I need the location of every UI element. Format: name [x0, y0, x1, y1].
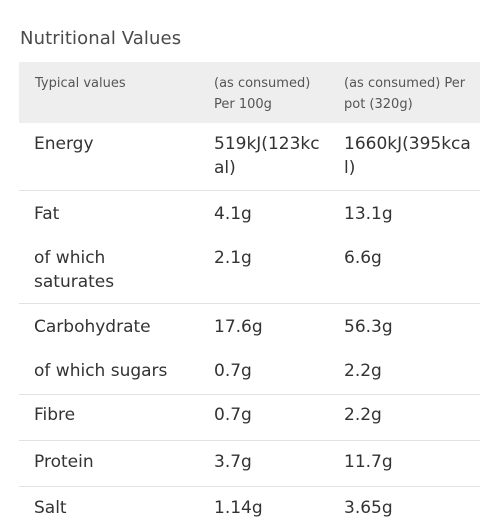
- table-row: Fibre 0.7g 2.2g: [19, 395, 480, 441]
- per-100g-value: 4.1g: [214, 204, 252, 224]
- header-per-pot-line2: pot (320g): [344, 97, 413, 112]
- header-per-pot: (as consumed) Per pot (320g): [344, 73, 472, 115]
- per-pot-value: 56.3g: [344, 317, 393, 337]
- header-typical-values: Typical values: [35, 76, 126, 91]
- per-pot-value: 1660kJ(395kcal): [344, 134, 471, 178]
- table-row: Protein 3.7g 11.7g: [19, 441, 480, 487]
- header-per-100g: (as consumed) Per 100g: [214, 73, 326, 115]
- per-100g-value: 2.1g: [214, 248, 252, 268]
- header-per-100g-line2: Per 100g: [214, 97, 272, 112]
- nutrient-name: of which sugars: [34, 361, 168, 381]
- per-pot-value: 2.2g: [344, 361, 382, 381]
- nutrient-name: Protein: [34, 452, 94, 472]
- per-pot-value: 6.6g: [344, 248, 382, 268]
- nutrient-name: Fat: [34, 204, 60, 224]
- table-row-group: Carbohydrate 17.6g 56.3g of which sugars…: [19, 304, 480, 395]
- per-100g-value: 3.7g: [214, 452, 252, 472]
- per-100g-value: 17.6g: [214, 317, 263, 337]
- table-header: Typical values (as consumed) Per 100g (a…: [19, 62, 480, 123]
- nutrient-name: of which saturates: [34, 248, 115, 292]
- nutrient-name: Carbohydrate: [34, 317, 151, 337]
- per-100g-value: 0.7g: [214, 405, 252, 425]
- table-row: Salt 1.14g 3.65g: [19, 487, 480, 531]
- nutrient-name: Salt: [34, 498, 67, 518]
- per-pot-value: 2.2g: [344, 405, 382, 425]
- header-per-pot-line1: (as consumed) Per: [344, 76, 466, 91]
- page-title: Nutritional Values: [20, 28, 182, 49]
- nutrient-name: Fibre: [34, 405, 76, 425]
- nutrition-table: Typical values (as consumed) Per 100g (a…: [19, 62, 480, 531]
- per-100g-value: 1.14g: [214, 498, 263, 518]
- per-100g-value: 519kJ(123kcal): [214, 134, 320, 178]
- per-pot-value: 11.7g: [344, 452, 393, 472]
- table-row-group: Fat 4.1g 13.1g of which saturates 2.1g 6…: [19, 191, 480, 304]
- per-pot-value: 13.1g: [344, 204, 393, 224]
- per-100g-value: 0.7g: [214, 361, 252, 381]
- per-pot-value: 3.65g: [344, 498, 393, 518]
- nutrient-name: Energy: [34, 134, 94, 154]
- table-row: Energy 519kJ(123kcal) 1660kJ(395kcal): [19, 123, 480, 191]
- header-per-100g-line1: (as consumed): [214, 76, 311, 91]
